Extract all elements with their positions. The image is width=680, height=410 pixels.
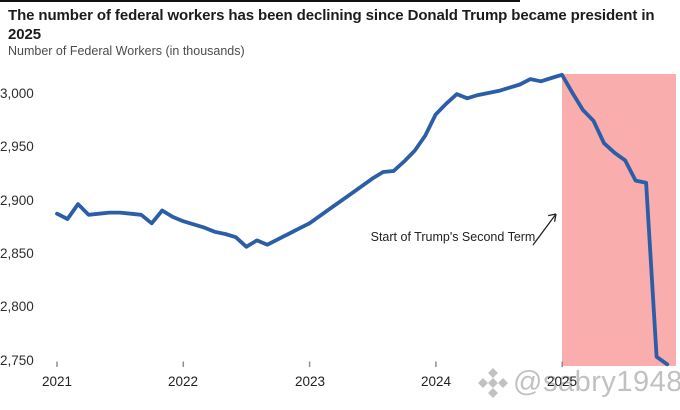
y-tick-label: 2,850 [0,246,34,261]
x-tick-label-2021: 2021 [41,374,73,389]
annotation-label: Start of Trump's Second Term [370,230,536,244]
x-tick-label-2025: 2025 [546,374,578,389]
x-tick-label-2023: 2023 [294,374,326,389]
highlight-region [562,74,676,366]
x-tick-label-2022: 2022 [167,374,199,389]
annotation-arrow-icon [532,213,557,246]
y-tick-label: 2,750 [0,353,34,368]
chart-subtitle: Number of Federal Workers (in thousands) [8,44,245,58]
y-tick-label: 2,950 [0,139,34,154]
x-tick-label-2024: 2024 [420,374,452,389]
y-tick-label: 2,900 [0,193,34,208]
chart-title: The number of federal workers has been d… [8,7,655,44]
y-tick-label: 2,800 [0,299,34,314]
top-rule [0,0,520,2]
federal-workers-line [55,72,670,367]
x-axis-ticks [56,361,563,367]
y-tick-label: 3,000 [0,86,34,101]
